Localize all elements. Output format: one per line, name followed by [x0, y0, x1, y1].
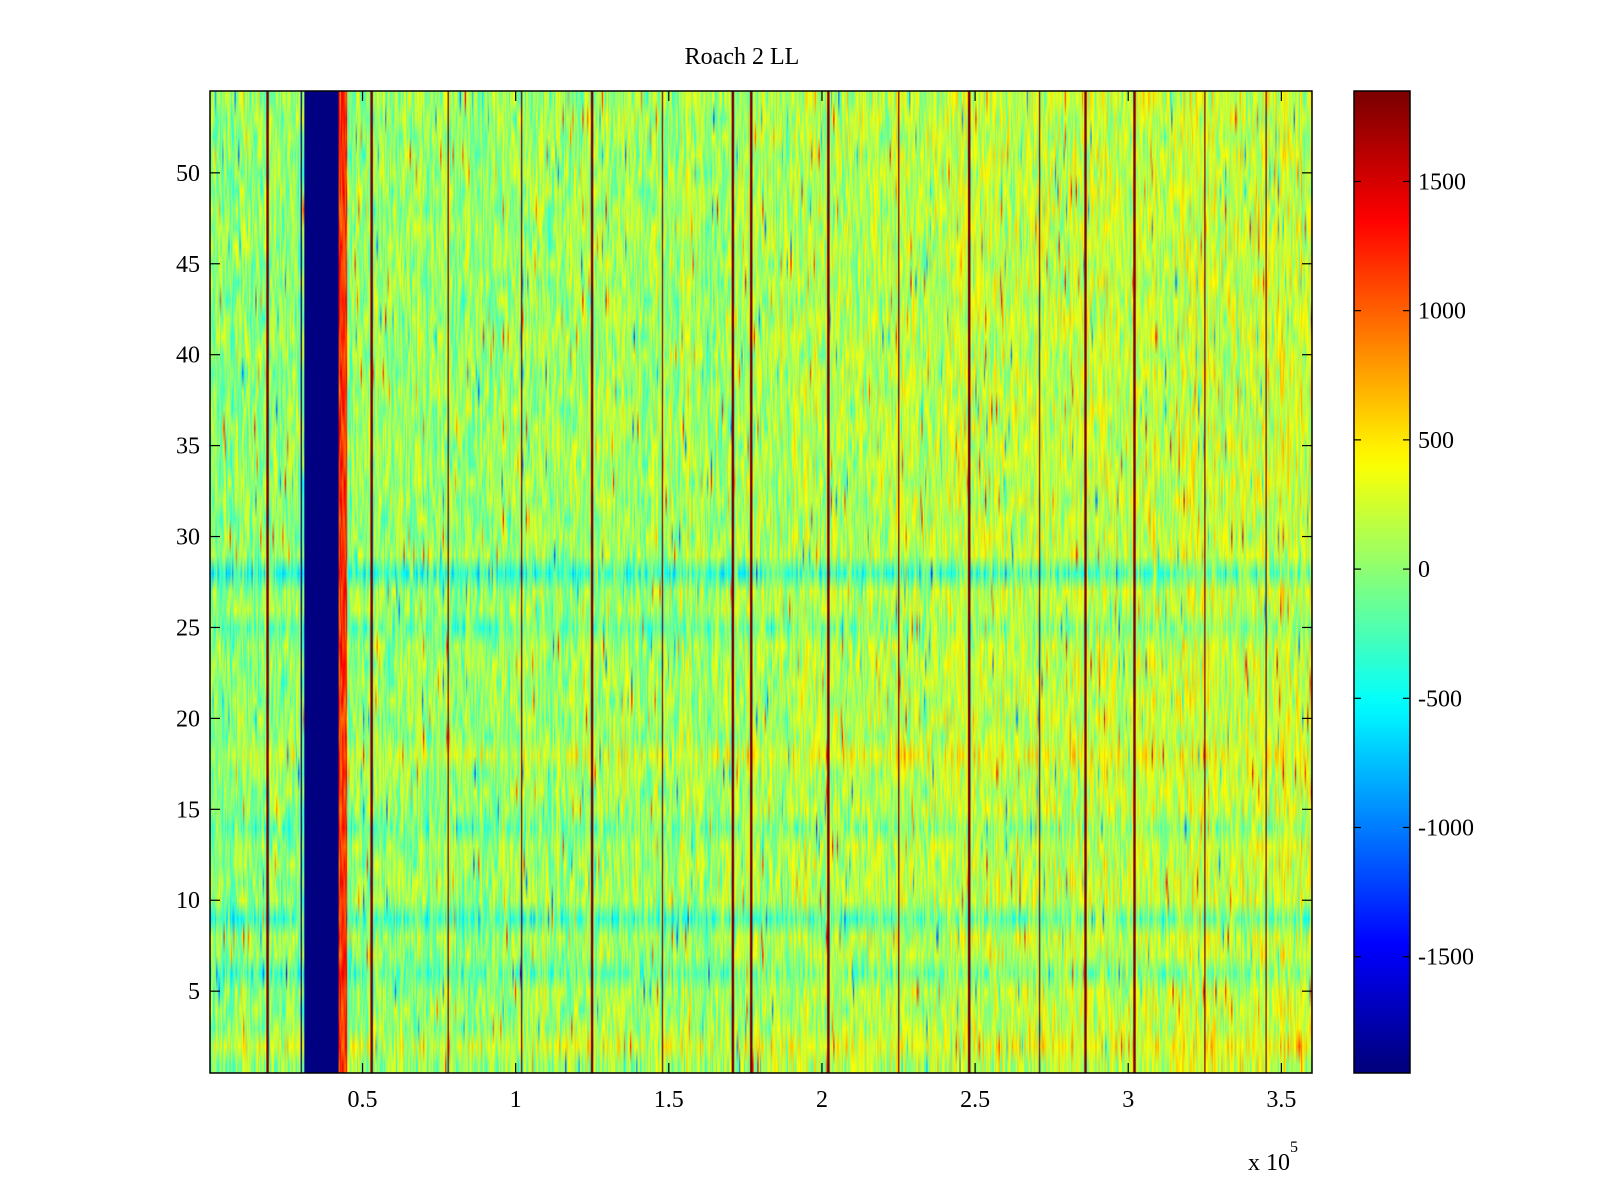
y-tick-label: 50 [176, 161, 200, 187]
colorbar-tick-label: 1500 [1418, 169, 1466, 195]
colorbar-axis: -1500 -1000 -500 0 500 1000 1500 [1354, 169, 1474, 971]
y-axis: 5 10 15 20 25 30 35 40 45 50 [176, 161, 1312, 1005]
plot-area: 0.5 1 1.5 2 2.5 3 3.5 5 10 15 20 25 30 35 40 45 50 x 10… [176, 90, 1313, 1176]
colorbar-tick-label: 0 [1418, 557, 1430, 583]
x-tick-label: 1 [510, 1087, 522, 1113]
x-tick-label: 2.5 [960, 1087, 990, 1113]
chart-title: Roach 2 LL [685, 44, 800, 70]
colorbar-tick-label: 500 [1418, 428, 1454, 454]
y-tick-label: 25 [176, 615, 200, 641]
colorbar-tick-label: -1000 [1418, 816, 1474, 842]
y-tick-label: 10 [176, 888, 200, 914]
y-tick-label: 45 [176, 252, 200, 278]
colorbar: -1500 -1000 -500 0 500 1000 1500 [1353, 90, 1474, 1074]
x-tick-label: 1.5 [654, 1087, 684, 1113]
x-tick-label: 3 [1122, 1087, 1134, 1113]
colorbar-tick-label: -500 [1418, 686, 1462, 712]
x-tick-label: 3.5 [1266, 1087, 1296, 1113]
y-tick-label: 15 [176, 797, 200, 823]
colorbar-gradient [1354, 91, 1410, 1073]
plot-frame [209, 90, 1313, 1074]
colorbar-frame [1353, 90, 1411, 1074]
y-tick-label: 40 [176, 343, 200, 369]
y-tick-label: 20 [176, 706, 200, 732]
colorbar-tick-label: -1500 [1418, 945, 1474, 971]
y-tick-label: 5 [188, 979, 200, 1005]
y-tick-label: 30 [176, 525, 200, 551]
x-exponent-label: x 10 [1248, 1150, 1290, 1176]
x-tick-label: 2 [816, 1087, 828, 1113]
x-exponent-power: 5 [1290, 1139, 1298, 1156]
heatmap-image [210, 91, 1312, 1073]
colorbar-tick-label: 1000 [1418, 299, 1466, 325]
x-tick-label: 0.5 [348, 1087, 378, 1113]
x-axis: 0.5 1 1.5 2 2.5 3 3.5 [348, 91, 1296, 1113]
y-tick-label: 35 [176, 434, 200, 460]
